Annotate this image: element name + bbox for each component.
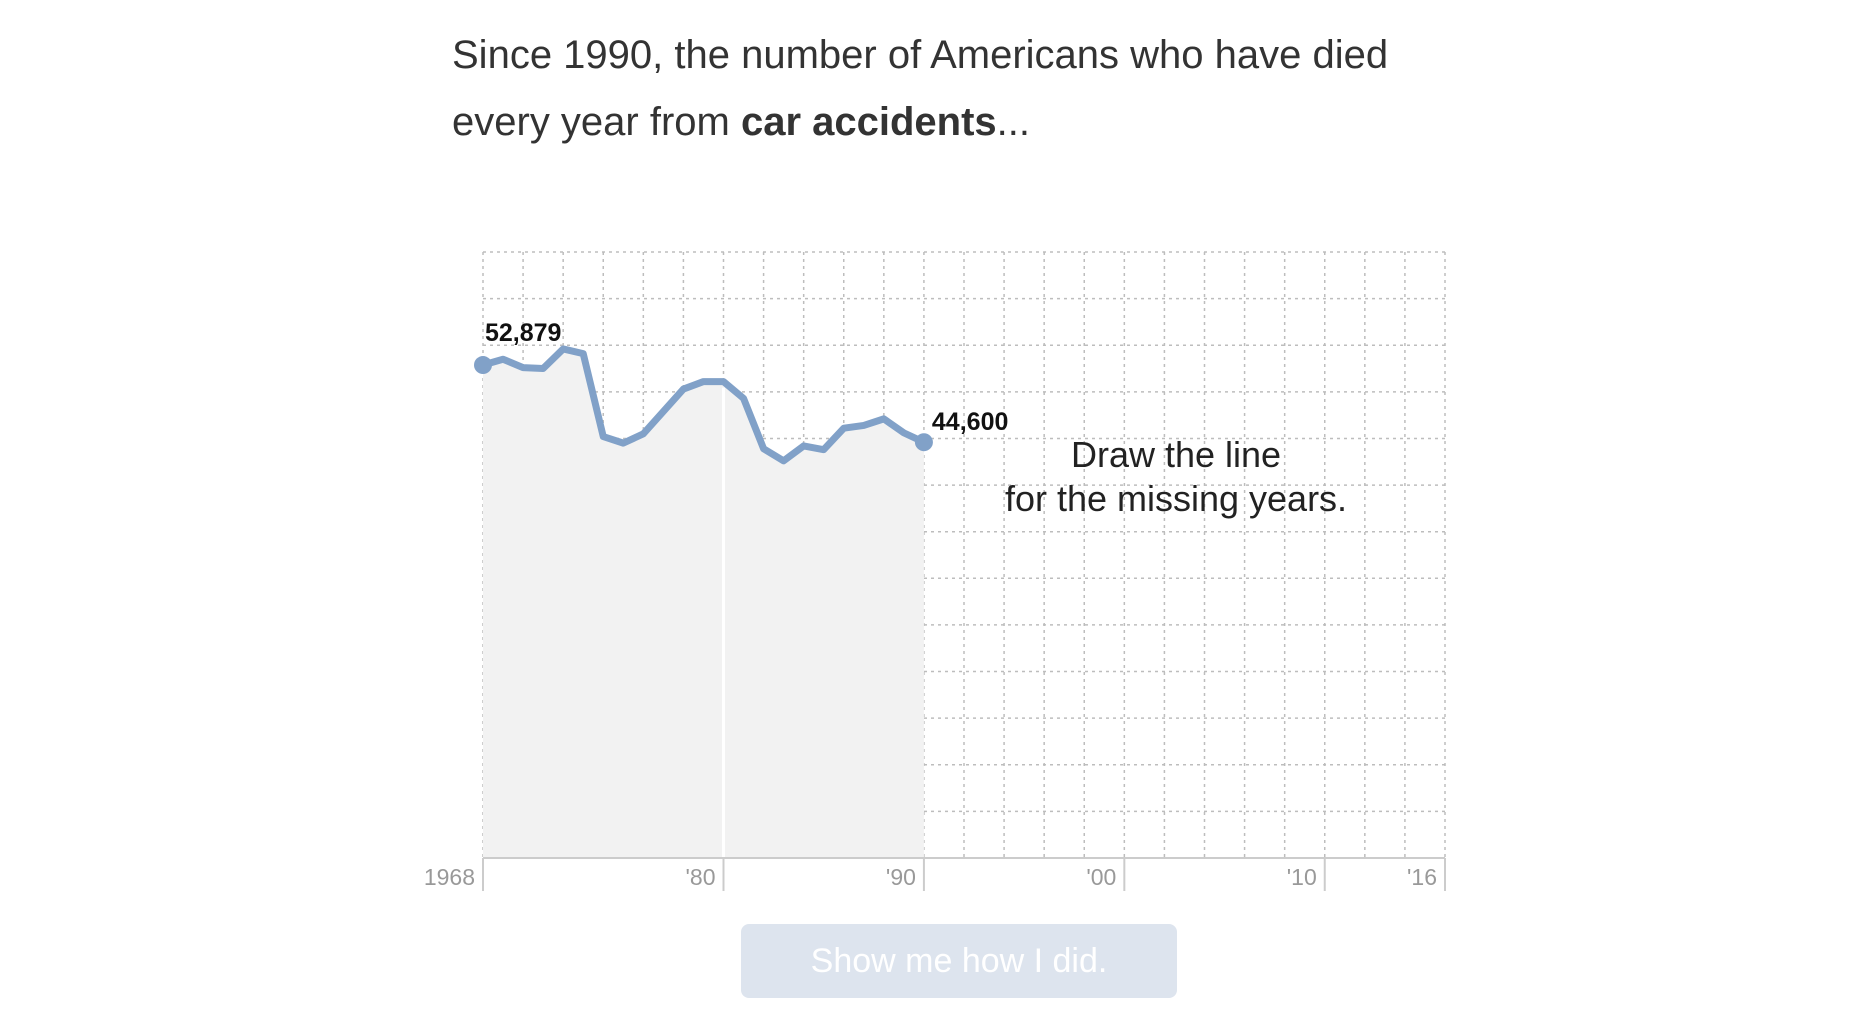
x-tick-label: '16 bbox=[1407, 864, 1437, 890]
x-axis: 1968 '80 '90 '00 '10 '16 bbox=[424, 857, 1446, 891]
start-point bbox=[474, 356, 492, 375]
headline-emphasis: car accidents bbox=[740, 100, 997, 144]
headline-text: Since 1990, the number of Americans who … bbox=[452, 33, 1389, 144]
series-line bbox=[479, 345, 928, 465]
headline: Since 1990, the number of Americans who … bbox=[452, 22, 1452, 156]
x-tick-label: '00 bbox=[1086, 864, 1116, 890]
headline-ellipsis: ... bbox=[996, 100, 1031, 144]
end-value-label: 44,600 bbox=[932, 408, 1008, 436]
x-tick-label: '90 bbox=[886, 864, 916, 890]
x-tick-label: '10 bbox=[1287, 864, 1317, 890]
end-point bbox=[914, 433, 933, 452]
x-tick-label: 1968 bbox=[424, 864, 475, 890]
known-data-area bbox=[483, 348, 924, 858]
data-labels: 52,879 44,600 bbox=[485, 319, 1008, 436]
start-value-label: 52,879 bbox=[485, 319, 561, 347]
known-data-shading bbox=[483, 348, 924, 858]
show-me-how-i-did-button[interactable]: Show me how I did. bbox=[741, 924, 1177, 998]
series-line-group bbox=[474, 345, 933, 465]
draw-prompt-line: Draw the line bbox=[1071, 434, 1281, 475]
draw-prompt-line: for the missing years. bbox=[1005, 478, 1347, 519]
x-tick-label: '80 bbox=[686, 864, 716, 890]
